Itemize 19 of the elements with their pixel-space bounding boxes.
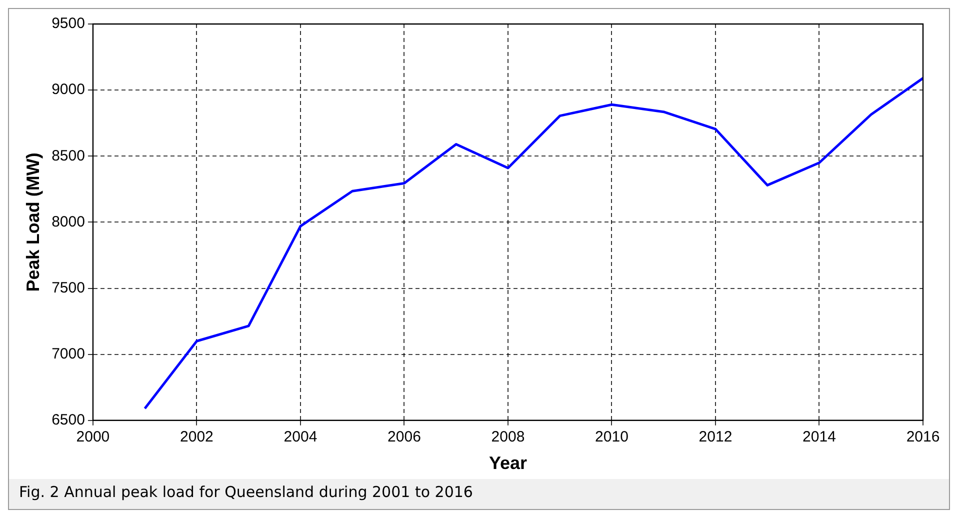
y-tick-label: 9000 bbox=[52, 81, 85, 98]
x-tick-label: 2012 bbox=[698, 428, 732, 446]
x-tick-label: 2014 bbox=[802, 428, 836, 446]
x-tick-label: 2008 bbox=[491, 428, 525, 446]
y-axis-title: Peak Load (MW) bbox=[22, 152, 43, 292]
y-tick-label: 9500 bbox=[52, 15, 85, 32]
x-tick-label: 2002 bbox=[180, 428, 214, 446]
x-tick-label: 2010 bbox=[595, 428, 628, 446]
y-tick-label: 8500 bbox=[52, 147, 85, 164]
caption: Fig. 2 Annual peak load for Queensland during 2001 to 2016 bbox=[9, 479, 949, 509]
x-tick-label: 2016 bbox=[906, 428, 940, 446]
x-tick-label: 2006 bbox=[388, 428, 421, 446]
x-axis-title: Year bbox=[488, 453, 528, 474]
y-tick-label: 7500 bbox=[52, 279, 85, 296]
y-tick-label: 8000 bbox=[52, 213, 85, 230]
y-tick-label: 6500 bbox=[52, 412, 85, 429]
x-tick-label: 2000 bbox=[76, 428, 110, 446]
x-tick-label: 2004 bbox=[284, 428, 318, 446]
y-tick-label: 7000 bbox=[52, 345, 85, 362]
